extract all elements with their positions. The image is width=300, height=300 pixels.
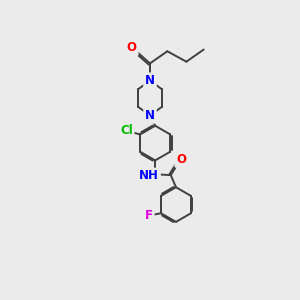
Text: NH: NH xyxy=(139,169,159,182)
Text: Cl: Cl xyxy=(120,124,133,137)
Text: N: N xyxy=(145,74,155,87)
Text: F: F xyxy=(145,209,153,222)
Text: O: O xyxy=(127,41,137,54)
Text: O: O xyxy=(176,153,186,166)
Text: N: N xyxy=(145,109,155,122)
